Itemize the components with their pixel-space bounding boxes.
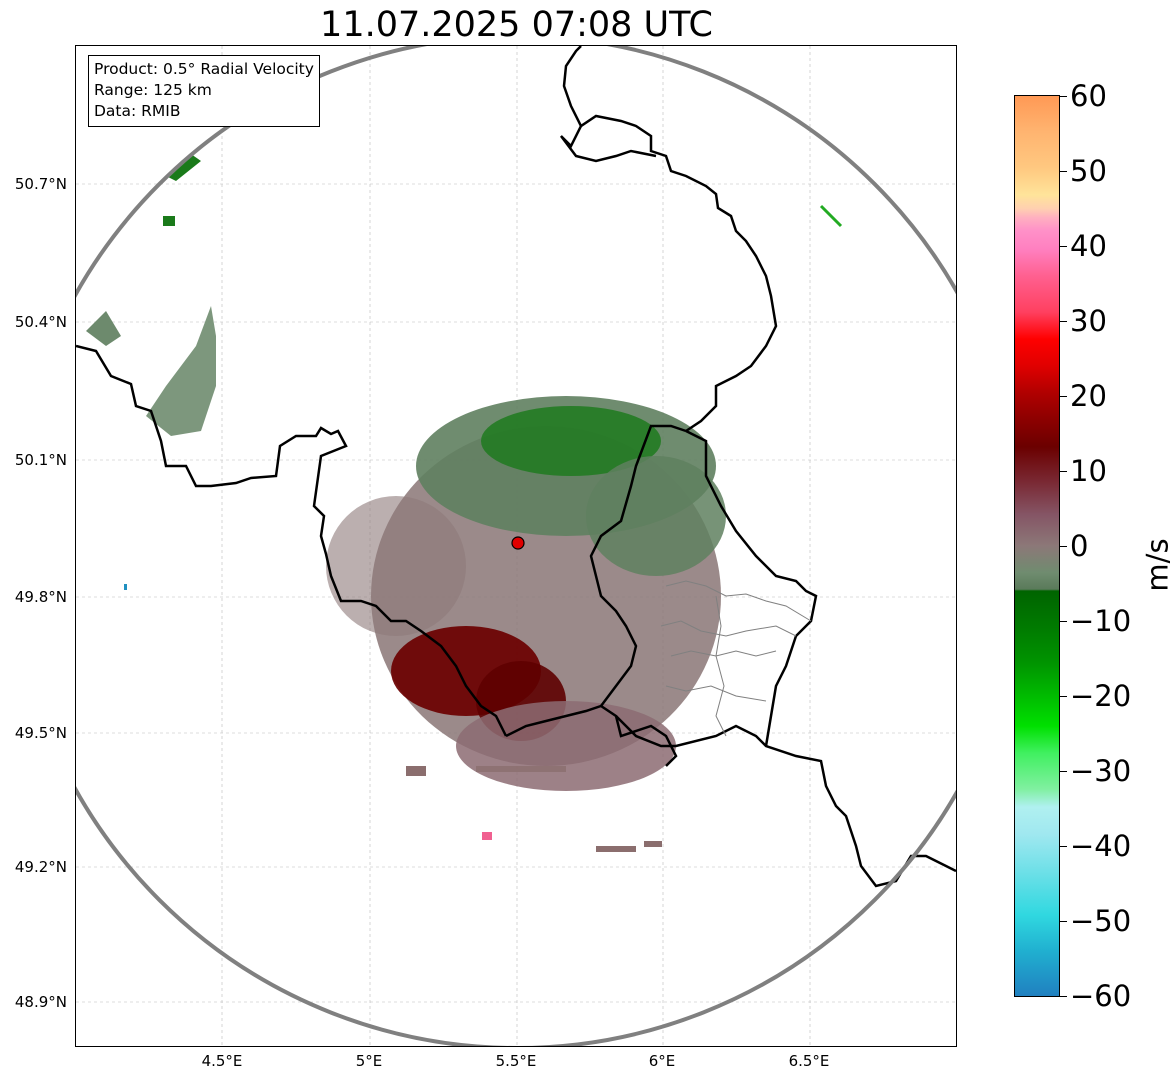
colorbar-tick	[1060, 621, 1067, 622]
colorbar-label: −10	[1070, 604, 1132, 638]
y-tick-label: 49.8°N	[14, 588, 67, 606]
colorbar-label: −40	[1070, 829, 1132, 863]
border-belgium-germany-north	[562, 46, 778, 433]
info-range: Range: 125 km	[94, 81, 212, 99]
colorbar-label: −60	[1070, 979, 1132, 1013]
colorbar-tick	[1060, 96, 1067, 97]
y-tick-label: 49.2°N	[14, 858, 67, 876]
velocity-echoes	[86, 154, 843, 852]
radar-map-panel[interactable]	[75, 45, 957, 1047]
colorbar-tick	[1060, 471, 1067, 472]
border-germany-luxembourg	[685, 429, 818, 747]
velocity-colorbar	[1014, 95, 1060, 997]
colorbar-tick	[1060, 396, 1067, 397]
colorbar-tick	[1060, 996, 1067, 997]
x-tick-label: 6°E	[648, 1052, 676, 1070]
y-tick-label: 48.9°N	[14, 993, 67, 1011]
x-tick-label: 4.5°E	[201, 1052, 243, 1070]
colorbar-tick	[1060, 696, 1067, 697]
colorbar-tick	[1060, 321, 1067, 322]
colorbar-label: −20	[1070, 679, 1132, 713]
colorbar-tick	[1060, 171, 1067, 172]
echo-west-patch	[326, 496, 466, 636]
colorbar-label: 40	[1070, 229, 1107, 263]
colorbar-tick	[1060, 921, 1067, 922]
colorbar-tick	[1060, 246, 1067, 247]
x-tick-label: 6.5°E	[788, 1052, 830, 1070]
colorbar-label: 10	[1070, 454, 1107, 488]
y-tick-label: 50.7°N	[14, 175, 67, 193]
echo-far-west	[86, 311, 121, 346]
colorbar-unit-label: m/s	[1140, 538, 1171, 592]
colorbar-label: 0	[1070, 529, 1089, 563]
colorbar-label: −50	[1070, 904, 1132, 938]
echo-mixed-south	[456, 701, 676, 791]
echo-speckle-2	[406, 766, 426, 776]
colorbar-label: −30	[1070, 754, 1132, 788]
y-tick-label: 50.1°N	[14, 451, 67, 469]
info-data-source: Data: RMIB	[94, 102, 181, 120]
x-tick-label: 5°E	[355, 1052, 383, 1070]
admin-borders	[660, 580, 812, 737]
colorbar-label: 20	[1070, 379, 1107, 413]
x-tick-label: 5.5°E	[495, 1052, 537, 1070]
echo-speckle-1	[476, 766, 566, 772]
y-tick-label: 49.5°N	[14, 724, 67, 742]
colorbar-label: 30	[1070, 304, 1107, 338]
info-product: Product: 0.5° Radial Velocity	[94, 60, 314, 78]
radar-map-svg	[76, 46, 956, 1046]
border-belgium-france	[76, 344, 508, 737]
colorbar-tick	[1060, 546, 1067, 547]
border-luxembourg-west	[589, 424, 687, 707]
product-info-box: Product: 0.5° Radial Velocity Range: 125…	[88, 55, 320, 127]
colorbar-tick	[1060, 846, 1067, 847]
border-luxembourg	[505, 704, 678, 767]
border-netherlands	[560, 125, 657, 163]
radar-site-marker	[511, 536, 525, 550]
colorbar-tick	[1060, 771, 1067, 772]
echo-north-west-strip	[146, 306, 216, 436]
echo-north-small	[166, 154, 201, 181]
colorbar-label: 60	[1070, 79, 1107, 113]
y-tick-label: 50.4°N	[14, 313, 67, 331]
echo-north-tiny	[163, 216, 175, 226]
echo-inbound-east	[586, 456, 726, 576]
echo-speckle-5	[482, 832, 492, 840]
echo-speckle-6	[124, 584, 127, 590]
echo-speckle-4	[644, 841, 662, 847]
echo-inbound-strong	[481, 406, 661, 476]
echo-east-streak	[819, 204, 843, 228]
map-title: 11.07.2025 07:08 UTC	[320, 5, 713, 45]
colorbar-label: 50	[1070, 154, 1107, 188]
echo-speckle-3	[596, 846, 636, 852]
